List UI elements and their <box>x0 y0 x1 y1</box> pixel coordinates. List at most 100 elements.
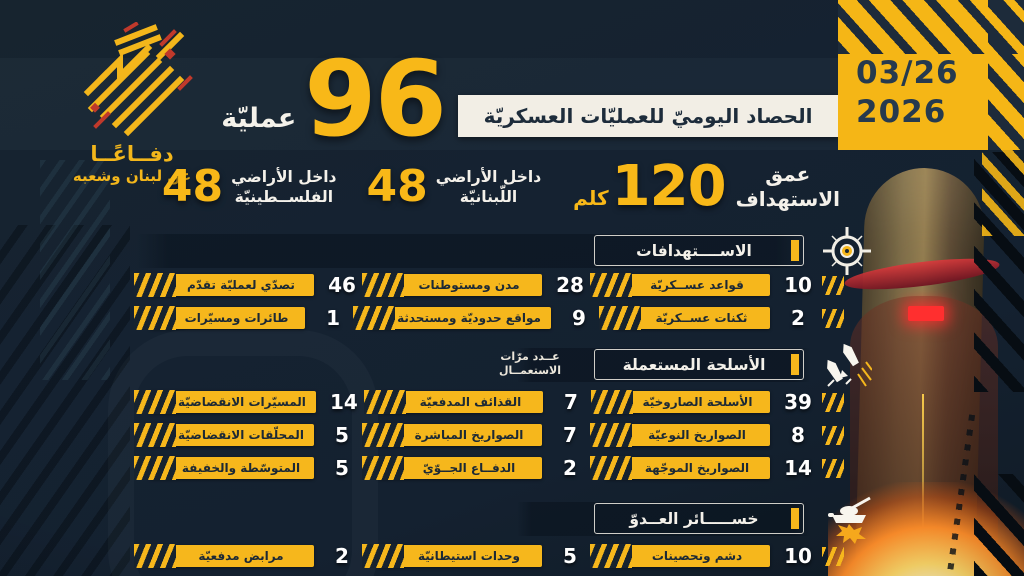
stat-row: 39 الأسلحة الصاروخيّة 7 القذائف المدفعيّ… <box>134 390 844 414</box>
usage-count-line1: عــدد مرّات <box>500 350 560 363</box>
section-weapons-header: الأسلحة المستعملة عــدد مرّات الاستعمــا… <box>150 343 873 387</box>
stat-value: 7 <box>563 390 578 414</box>
rockets-icon <box>822 340 873 390</box>
stat-label: الصواريخ المباشرة <box>414 428 524 442</box>
territory-lebanon-value: 48 <box>366 161 428 213</box>
stat-label: طائرات ومسيّرات <box>184 311 289 325</box>
territory-lebanon-line1: داخل الأراضي <box>435 167 542 186</box>
section-losses-header: خســـــائر العــدوّ <box>150 496 871 544</box>
section-losses-rows: 10 دشم وتحصينات 5 وحدات استيطانيّة 2 مرا… <box>134 544 844 568</box>
pill-stripes <box>134 544 176 568</box>
row-tick <box>822 547 844 566</box>
stat-value: 5 <box>335 423 349 447</box>
section-weapons-rows: 39 الأسلحة الصاروخيّة 7 القذائف المدفعيّ… <box>134 390 844 480</box>
stat-cell: 39 الأسلحة الصاروخيّة <box>590 390 818 414</box>
stat-row: 2 ثكنات عســكريّة 9 مواقع حدوديّة ومستحد… <box>134 306 844 330</box>
stat-label: المحلّقات الانقضاضيّة <box>178 428 304 442</box>
stat-cell: 14 المسيّرات الانقضاضيّة <box>134 390 364 414</box>
stat-value: 14 <box>784 456 812 480</box>
stat-cell: 8 الصواريخ النوعيّة <box>590 423 818 447</box>
pill-stripes <box>590 456 632 480</box>
stat-value: 10 <box>784 544 812 568</box>
depth-number: 120 <box>611 153 727 219</box>
date-box: 03/26 2026 <box>838 0 1024 150</box>
row-tick <box>822 459 844 478</box>
stat-label-pill: دشم وتحصينات <box>590 544 770 568</box>
missile-artwork <box>828 146 1024 576</box>
territory-palestine-label: داخل الأراضي الفلســطينيّة <box>231 167 336 207</box>
stat-cell: 46 تصدّي لعمليّة تقدّم <box>134 273 362 297</box>
stat-label: مواقع حدوديّة ومستحدثة <box>397 311 541 325</box>
territory-palestine-line1: داخل الأراضي <box>231 167 337 186</box>
territory-palestine-line2: الفلســطينيّة <box>234 188 334 206</box>
pill-stripes <box>598 306 641 330</box>
stat-cell: 5 المحلّقات الانقضاضيّة <box>134 423 362 447</box>
stat-row: 14 الصواريخ الموجّهة 2 الدفــاع الجــوّي… <box>134 456 844 480</box>
bg-left-stripes-teal <box>40 160 110 380</box>
stat-label-pill: المحلّقات الانقضاضيّة <box>134 423 314 447</box>
logo-tagline-2: عن لبنان وشعبه <box>72 167 192 185</box>
logo: دفــاعًــا عن لبنان وشعبه <box>42 22 222 185</box>
date-text: 03/26 2026 <box>856 54 959 132</box>
section-losses-title: خســـــائر العــدوّ <box>629 509 759 528</box>
stat-cell: 7 الصواريخ المباشرة <box>362 423 590 447</box>
stat-label: تصدّي لعمليّة تقدّم <box>187 278 295 292</box>
stat-label-pill: الصواريخ النوعيّة <box>590 423 770 447</box>
stat-label-pill: قواعد عســكريّة <box>590 273 770 297</box>
stat-value: 46 <box>328 273 356 297</box>
title-box-yellow-bar <box>791 508 799 529</box>
title-box-yellow-bar <box>791 240 799 261</box>
date-month-day: 03/26 <box>856 55 959 91</box>
usage-count-line2: الاستعمــال <box>498 364 562 378</box>
logo-tagline-1: دفــاعًــا <box>90 142 174 166</box>
stat-label-pill: وحدات استيطانيّة <box>362 544 542 568</box>
pill-stripes <box>353 306 396 330</box>
row-tick <box>822 426 844 445</box>
stat-label: الدفــاع الجــوّيّ <box>422 461 516 475</box>
stat-label: الأسلحة الصاروخيّة <box>642 395 753 409</box>
depth-row: عمق الاستهداف 120 كلم داخل الأراضي اللّب… <box>150 148 840 226</box>
stat-label-pill: ثكنات عســكريّة <box>598 306 770 330</box>
operations-count-label: عمليّة <box>221 103 297 134</box>
tank-icon <box>822 494 872 544</box>
pill-stripes <box>134 423 176 447</box>
stat-cell: 2 ثكنات عســكريّة <box>598 306 818 330</box>
stat-cell: 7 القذائف المدفعيّة <box>363 390 591 414</box>
stat-label-pill: الصواريخ المباشرة <box>362 423 542 447</box>
stat-label-pill: المسيّرات الانقضاضيّة <box>134 390 316 414</box>
pill-stripes <box>362 456 404 480</box>
stat-value: 7 <box>563 423 577 447</box>
date-box-stripes-right <box>988 0 1024 150</box>
stat-label: المسيّرات الانقضاضيّة <box>178 395 306 409</box>
stat-label: مرابض مدفعيّة <box>198 549 284 563</box>
section-band <box>517 348 810 382</box>
stat-value: 5 <box>335 456 349 480</box>
logo-calligraphy-icon <box>42 22 222 140</box>
section-targets-rows: 10 قواعد عســكريّة 28 مدن ومستوطنات 46 ت… <box>134 273 844 330</box>
pill-stripes <box>134 456 176 480</box>
stat-value: 2 <box>563 456 577 480</box>
stat-cell: 14 الصواريخ الموجّهة <box>590 456 818 480</box>
missile-red-marker <box>908 306 944 321</box>
stat-label: الصواريخ النوعيّة <box>648 428 746 442</box>
pill-stripes <box>590 423 632 447</box>
stat-label: المتوسّطة والخفيفة <box>181 461 301 475</box>
stat-value: 2 <box>791 306 805 330</box>
section-weapons-title-box: الأسلحة المستعملة <box>594 349 804 380</box>
row-tick <box>822 276 844 295</box>
depth-label: عمق الاستهداف <box>736 162 840 212</box>
stat-cell: 28 مدن ومستوطنات <box>362 273 590 297</box>
section-targets-title: الاســــتهدافات <box>636 241 752 260</box>
depth-label-line1: عمق <box>765 162 811 186</box>
section-band <box>517 502 810 536</box>
page-title: الحصاد اليوميّ للعمليّات العسكريّة <box>458 95 838 137</box>
operations-count-number: 96 <box>304 38 447 161</box>
stat-value: 14 <box>329 390 358 414</box>
stat-label: مدن ومستوطنات <box>418 278 520 292</box>
date-year: 2026 <box>856 93 947 130</box>
stat-cell: 5 وحدات استيطانيّة <box>362 544 590 568</box>
stat-cell: 10 قواعد عســكريّة <box>590 273 818 297</box>
stat-label-pill: القذائف المدفعيّة <box>363 390 543 414</box>
right-black-stripes-bottom <box>974 474 1024 576</box>
